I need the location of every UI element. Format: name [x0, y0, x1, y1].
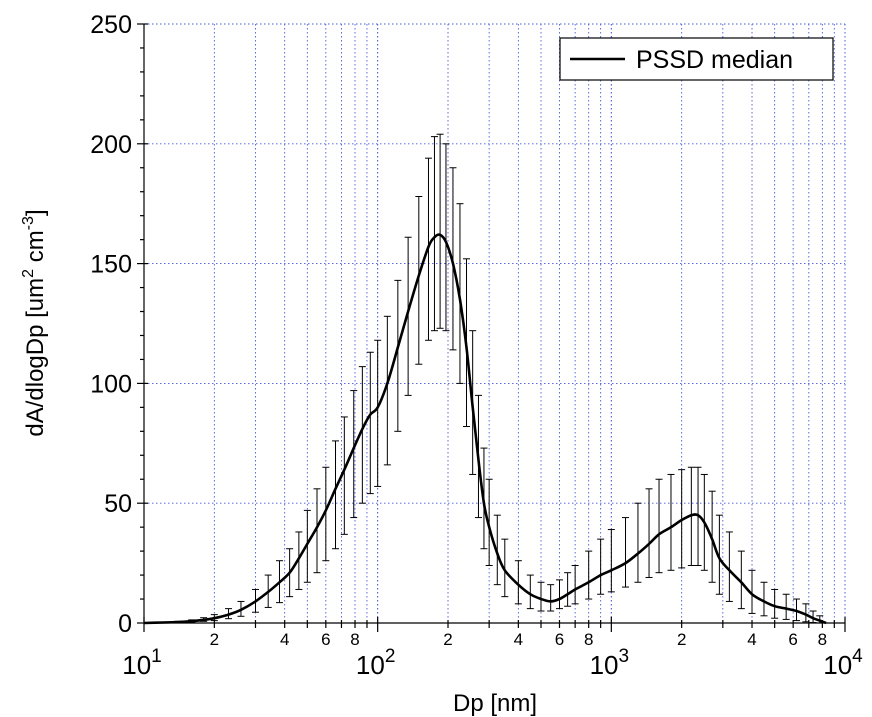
y-tick-label: 150 — [90, 251, 132, 279]
error-bar — [564, 572, 572, 607]
error-bar — [350, 390, 358, 519]
y-axis-title: dA/dlogDp [um2 cm-3] — [20, 209, 49, 436]
x-major-tick-label: 103 — [590, 646, 630, 680]
x-major-tick-label: 104 — [823, 646, 863, 680]
error-bar — [715, 514, 723, 595]
error-bar — [547, 584, 555, 612]
error-bar — [383, 315, 391, 466]
error-bar — [748, 569, 756, 614]
error-bar — [760, 581, 768, 617]
error-bar — [322, 466, 330, 562]
x-minor-tick-label: 8 — [584, 630, 593, 649]
x-minor-tick-label: 6 — [321, 630, 330, 649]
error-bar — [415, 196, 423, 365]
error-bar — [645, 488, 653, 578]
error-bars — [159, 133, 824, 624]
error-bar — [537, 581, 545, 612]
series-line-pssd-median — [143, 233, 827, 625]
error-bar — [555, 579, 563, 610]
y-tick-label: 0 — [118, 610, 132, 638]
error-bar — [430, 136, 438, 332]
x-minor-tick-label: 2 — [677, 630, 686, 649]
y-tick-label: 100 — [90, 370, 132, 398]
y-tick-label: 200 — [90, 131, 132, 159]
error-bar — [514, 560, 522, 605]
tick-labels: 0 50 100 150 200 250 2 4 6 8 2 4 6 8 2 4 6 8 101 102 103 104 — [90, 11, 863, 680]
error-bar — [358, 366, 366, 504]
error-bar — [436, 133, 444, 329]
x-minor-tick-label: 6 — [555, 630, 564, 649]
x-axis-title: Dp [nm] — [453, 690, 537, 717]
error-bar — [374, 339, 382, 487]
x-minor-tick-label: 2 — [210, 630, 219, 649]
error-bar — [404, 236, 412, 396]
error-bar — [622, 517, 630, 588]
x-minor-tick-label: 8 — [350, 630, 359, 649]
error-bar — [667, 473, 675, 571]
x-major-tick-label: 102 — [356, 646, 396, 680]
error-bar — [725, 531, 733, 602]
x-minor-tick-label: 6 — [788, 630, 797, 649]
y-tick-label: 50 — [104, 490, 132, 518]
error-bar — [526, 574, 534, 610]
axes — [137, 23, 846, 632]
error-bar — [340, 416, 348, 535]
legend-label: PSSD median — [636, 46, 793, 74]
error-bar — [802, 603, 810, 623]
error-bar — [737, 550, 745, 610]
error-bar — [394, 279, 402, 432]
error-bar — [585, 550, 593, 600]
error-bar — [571, 564, 579, 605]
error-bar — [771, 588, 779, 619]
error-bar — [597, 538, 605, 595]
legend: PSSD median — [559, 37, 834, 81]
error-bar — [782, 593, 790, 620]
error-bar — [332, 440, 340, 550]
error-bar — [366, 351, 374, 495]
error-bar — [607, 529, 615, 593]
error-bar — [634, 502, 642, 583]
x-major-tick-label: 101 — [122, 646, 162, 680]
error-bar — [442, 143, 450, 332]
x-minor-tick-label: 4 — [747, 630, 756, 649]
error-bar — [655, 478, 663, 574]
grid-lines — [144, 23, 846, 623]
x-minor-tick-label: 4 — [280, 630, 289, 649]
y-tick-label: 250 — [90, 11, 132, 39]
x-minor-tick-label: 8 — [818, 630, 827, 649]
error-bar — [313, 488, 321, 574]
x-minor-tick-label: 4 — [514, 630, 523, 649]
x-minor-tick-label: 2 — [443, 630, 452, 649]
